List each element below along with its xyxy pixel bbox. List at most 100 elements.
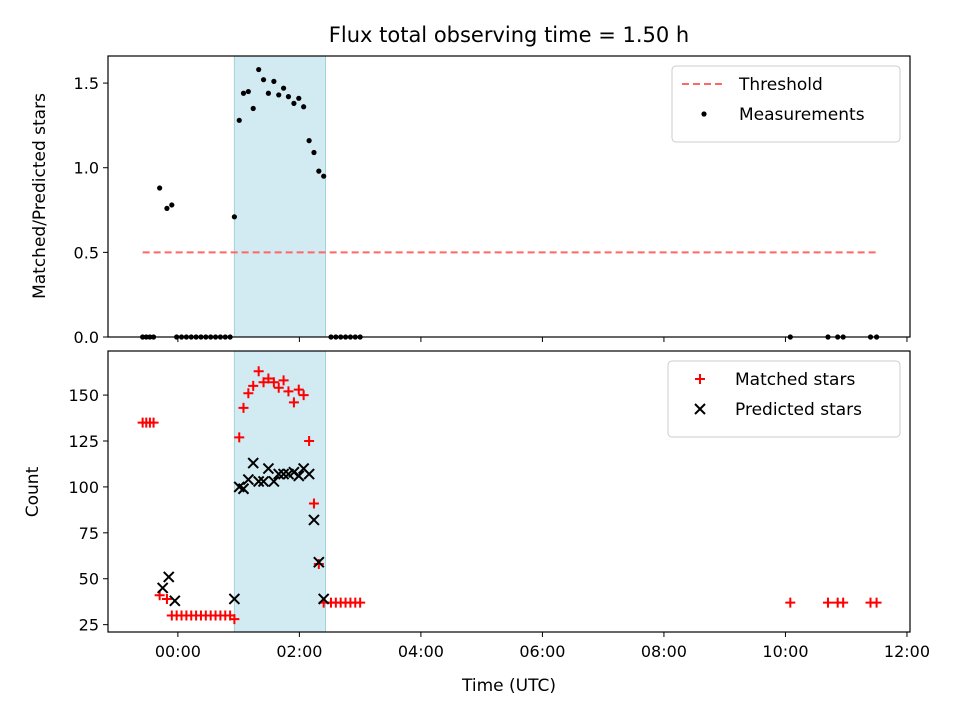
data-point [871,597,882,608]
data-point [296,95,302,101]
data-point [301,104,307,110]
x-tick-label: 02:00 [276,642,322,661]
data-point [298,390,309,401]
data-point [243,388,254,399]
top-legend: Threshold Measurements [671,65,901,143]
legend-label: Threshold [738,75,823,95]
legend-swatch [694,403,706,415]
bottom-y-tick-label: 150 [68,386,99,405]
top-plot-frame [107,55,911,338]
top-y-tick-label: 0.0 [74,328,99,347]
data-point [169,595,181,607]
data-point [268,377,279,388]
bottom-series-predicted-stars [156,457,330,607]
top-highlight-span [233,55,327,338]
data-point [253,366,264,377]
x-tick-label: 08:00 [641,642,687,661]
top-y-tick-label: 1.0 [74,159,99,178]
data-point [278,375,289,386]
bottom-y-tick-label: 50 [79,570,99,589]
data-point [321,173,327,179]
data-point [317,593,330,605]
data-point [262,462,275,475]
x-tick-label: 12:00 [884,642,930,661]
bottom-y-tick-label: 100 [68,478,99,497]
data-point [164,205,170,211]
data-point [169,202,175,208]
data-point [231,214,237,220]
data-point [148,417,159,428]
bottom-panel: 25 50 75 100 125 150 00:00 02:00 04:00 06:00 08:00… [68,350,930,661]
data-point [293,470,305,482]
data-point [285,94,292,100]
data-point [248,380,259,391]
data-point [291,100,297,106]
data-point [293,384,304,395]
data-point [260,77,267,83]
data-point [785,597,796,608]
data-point [271,78,277,84]
data-point [288,397,299,408]
data-point [822,597,833,608]
data-point [242,473,255,486]
data-point [273,468,285,480]
bottom-series-matched-stars [137,366,882,625]
data-point [245,88,251,95]
data-point [252,475,265,488]
bottom-y-tick-label: 25 [79,616,99,635]
data-point [313,556,325,568]
data-point [238,402,249,413]
data-point [306,138,312,144]
data-point [161,593,172,604]
x-axis-label: Time (UTC) [461,676,556,696]
data-point [316,168,322,174]
legend-label: Matched stars [735,370,855,390]
bottom-y-tick-label: 75 [79,524,99,543]
data-point [263,373,274,384]
top-panel: 0.0 0.5 1.0 1.5 Threshold Measurements [74,55,911,347]
chart-title: Flux total observing time = 1.50 h [329,23,689,47]
data-point [250,105,256,112]
bottom-highlight-span [233,350,327,633]
data-point [256,66,262,73]
top-y-tick-label: 0.5 [74,243,99,262]
x-tick-label: 00:00 [155,642,201,661]
data-point [163,571,175,583]
data-point [229,614,240,625]
data-point [156,582,169,594]
data-point [265,90,271,96]
x-tick-label: 06:00 [519,642,565,661]
data-point [268,475,280,488]
legend-swatch [695,374,705,384]
data-point [308,514,320,526]
legend-label: Measurements [739,105,865,125]
data-point [304,435,315,446]
legend-swatch [701,111,707,117]
data-point [277,468,290,480]
top-y-axis-label: Matched/Predicted stars [30,93,50,299]
data-point [276,92,282,98]
bottom-y-axis-label: Count [23,466,43,517]
data-point [247,457,259,469]
data-point [308,498,319,509]
data-point [273,382,284,393]
data-point [228,593,241,605]
data-point [157,185,163,191]
data-point [240,90,247,96]
bottom-legend: Matched stars Predicted stars [667,360,901,438]
data-point [234,432,245,443]
data-point [283,386,294,397]
bottom-plot-frame [107,350,911,633]
x-tick-label: 04:00 [398,642,444,661]
data-point [303,468,315,480]
top-y-tick-label: 1.5 [74,74,99,93]
data-point [236,117,242,123]
legend-box [667,360,901,438]
data-point [838,597,849,608]
bottom-y-tick-label: 125 [68,432,99,451]
data-point [257,475,270,488]
data-point [311,149,317,156]
x-tick-label: 10:00 [762,642,808,661]
